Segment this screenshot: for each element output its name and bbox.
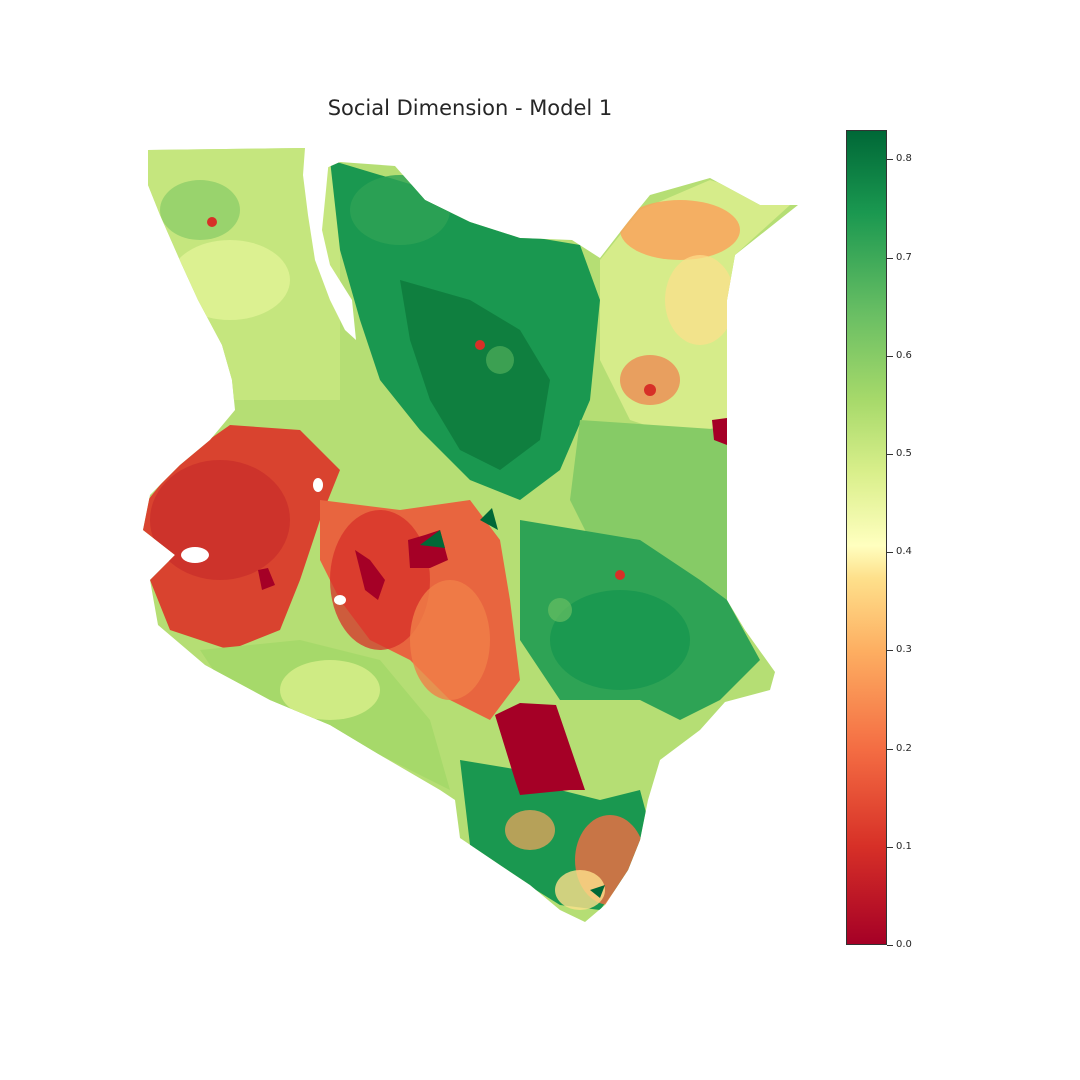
colorbar-tick-label: 0.5 bbox=[896, 448, 912, 460]
lake-turkana bbox=[303, 148, 356, 340]
colorbar-tick-label: 0.6 bbox=[896, 349, 912, 361]
colorbar-tick-label: 0.3 bbox=[896, 644, 912, 656]
region-low-value bbox=[495, 703, 585, 795]
colorbar-tick-label: 0.0 bbox=[896, 939, 912, 950]
colorbar-tick-label: 0.1 bbox=[896, 840, 912, 852]
colorbar-tick bbox=[887, 846, 893, 848]
colorbar-tick bbox=[887, 552, 893, 554]
colorbar-tick bbox=[887, 650, 893, 652]
chart-title: Social Dimension - Model 1 bbox=[327, 96, 613, 120]
colorbar-tick bbox=[887, 355, 893, 357]
colorbar-tick bbox=[887, 257, 893, 259]
colorbar-tick-label: 0.2 bbox=[896, 742, 912, 754]
colorbar-tick bbox=[887, 748, 893, 750]
colorbar-tick bbox=[887, 159, 893, 161]
colorbar-tick bbox=[887, 945, 893, 946]
colorbar-tick-label: 0.4 bbox=[896, 546, 912, 558]
colorbar-tick-label: 0.7 bbox=[896, 251, 912, 263]
colorbar-tick-label: 0.8 bbox=[896, 153, 912, 165]
colorbar bbox=[846, 130, 887, 945]
colorbar-tick bbox=[887, 454, 893, 456]
